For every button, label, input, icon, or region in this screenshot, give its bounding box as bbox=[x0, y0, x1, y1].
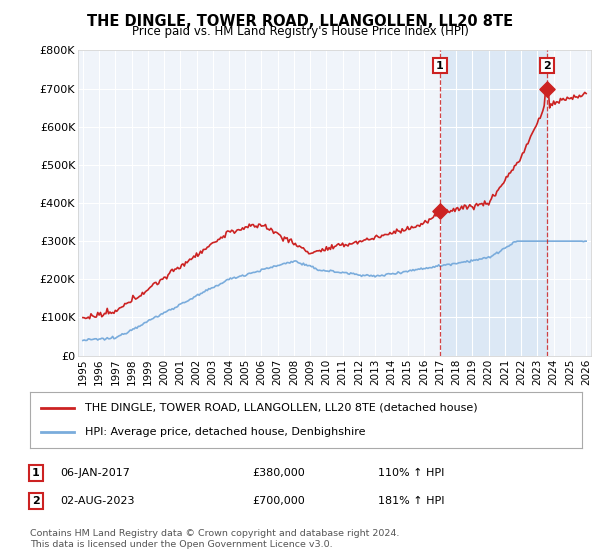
Text: 1: 1 bbox=[32, 468, 40, 478]
Point bbox=[435, 206, 445, 215]
Text: 2: 2 bbox=[543, 60, 551, 71]
Bar bbox=[440, 50, 547, 356]
Point bbox=[542, 84, 551, 93]
Text: HPI: Average price, detached house, Denbighshire: HPI: Average price, detached house, Denb… bbox=[85, 427, 366, 437]
Text: 110% ↑ HPI: 110% ↑ HPI bbox=[378, 468, 445, 478]
Text: £380,000: £380,000 bbox=[252, 468, 305, 478]
Text: Price paid vs. HM Land Registry's House Price Index (HPI): Price paid vs. HM Land Registry's House … bbox=[131, 25, 469, 38]
Text: THE DINGLE, TOWER ROAD, LLANGOLLEN, LL20 8TE: THE DINGLE, TOWER ROAD, LLANGOLLEN, LL20… bbox=[87, 14, 513, 29]
Text: THE DINGLE, TOWER ROAD, LLANGOLLEN, LL20 8TE (detached house): THE DINGLE, TOWER ROAD, LLANGOLLEN, LL20… bbox=[85, 403, 478, 413]
Text: 02-AUG-2023: 02-AUG-2023 bbox=[60, 496, 134, 506]
Text: Contains HM Land Registry data © Crown copyright and database right 2024.
This d: Contains HM Land Registry data © Crown c… bbox=[30, 529, 400, 549]
Text: 1: 1 bbox=[436, 60, 444, 71]
Text: 06-JAN-2017: 06-JAN-2017 bbox=[60, 468, 130, 478]
Text: 2: 2 bbox=[32, 496, 40, 506]
Text: £700,000: £700,000 bbox=[252, 496, 305, 506]
Text: 181% ↑ HPI: 181% ↑ HPI bbox=[378, 496, 445, 506]
